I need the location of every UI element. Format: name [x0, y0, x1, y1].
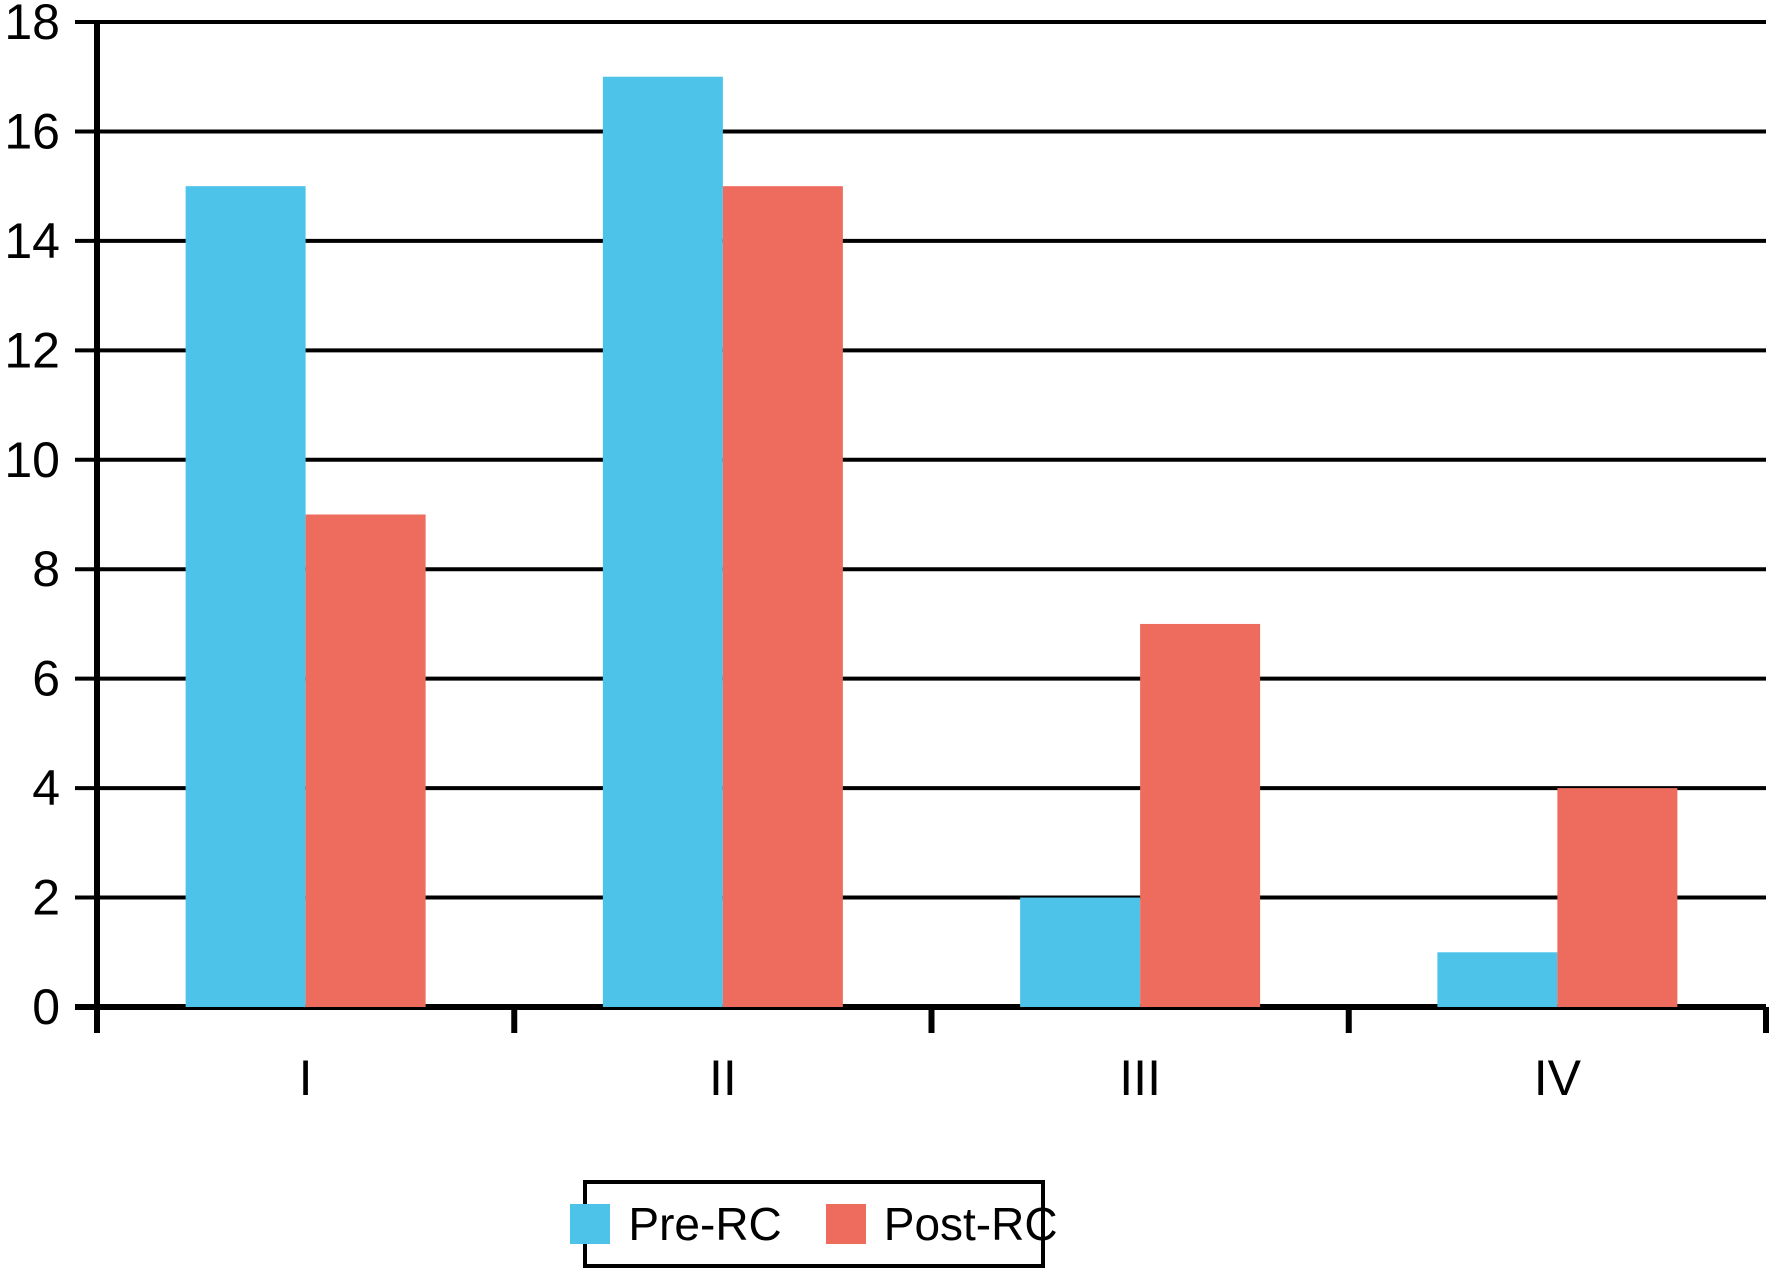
y-axis-label: 10	[4, 432, 60, 488]
y-axis-label: 6	[32, 651, 60, 707]
legend-swatch-pre-rc	[570, 1204, 611, 1244]
bar-post-rc-III	[1140, 623, 1261, 1007]
y-axis-label: 0	[32, 979, 60, 1035]
y-axis-label: 8	[32, 541, 60, 597]
legend-swatch-post-rc	[825, 1204, 866, 1244]
x-axis-label: III	[1119, 1050, 1161, 1106]
legend-label-pre-rc: Pre-RC	[628, 1198, 782, 1250]
x-axis-label: I	[299, 1050, 313, 1106]
y-axis-label: 14	[4, 213, 60, 269]
bar-post-rc-IV	[1557, 788, 1678, 1007]
bar-pre-rc-I	[185, 186, 306, 1007]
bar-pre-rc-III	[1020, 897, 1141, 1007]
y-axis-label: 4	[32, 760, 60, 816]
y-axis-label: 18	[4, 0, 60, 50]
legend: Pre-RC Post-RC	[570, 1180, 1058, 1268]
bar-post-rc-II	[722, 186, 843, 1007]
x-axis-label: IV	[1534, 1050, 1582, 1106]
legend-item-pre-rc: Pre-RC	[570, 1198, 782, 1250]
y-axis-label: 16	[4, 103, 60, 159]
bar-pre-rc-II	[602, 76, 723, 1007]
bar-pre-rc-IV	[1437, 952, 1558, 1007]
y-axis-label: 12	[4, 322, 60, 378]
legend-label-post-rc: Post-RC	[883, 1198, 1058, 1250]
legend-item-post-rc: Post-RC	[825, 1198, 1058, 1250]
x-axis-label: II	[709, 1050, 737, 1106]
y-axis-label: 2	[32, 870, 60, 926]
bar-post-rc-I	[305, 514, 426, 1007]
